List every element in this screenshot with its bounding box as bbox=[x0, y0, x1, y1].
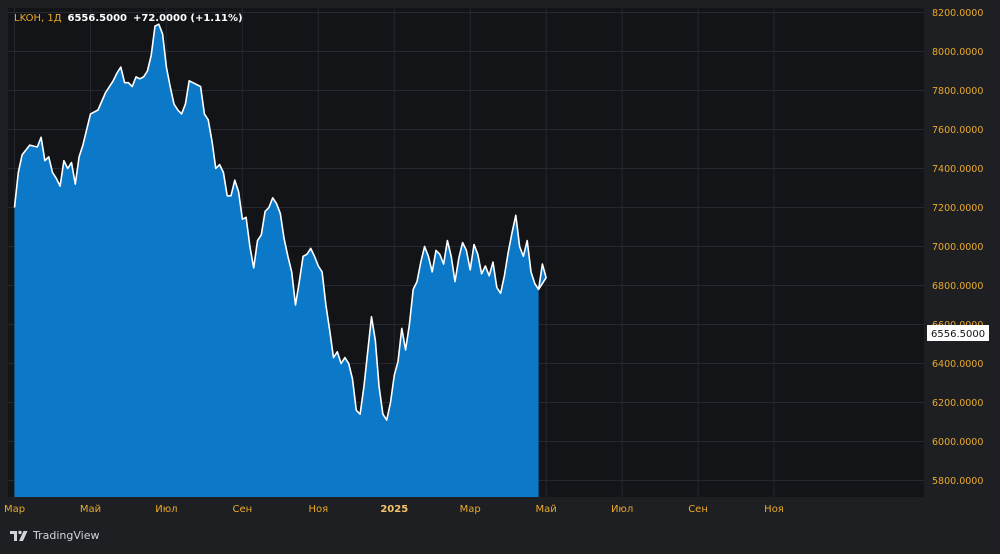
brand-footer[interactable]: TradingView bbox=[10, 529, 99, 542]
x-axis: Мар Май Июл Сен Ноя 2025 Мар Май Июл Сен Ноя bbox=[4, 504, 784, 515]
x-tick-label: Июл bbox=[155, 504, 177, 515]
area-fill bbox=[14, 24, 547, 497]
y-tick-label: 8000.0000 bbox=[932, 47, 983, 58]
price-line bbox=[13, 23, 547, 421]
y-tick-label: 8200.0000 bbox=[932, 8, 983, 19]
tradingview-logo-icon bbox=[10, 530, 28, 541]
x-tick-label: Ноя bbox=[308, 504, 328, 515]
y-tick-label: 6200.0000 bbox=[932, 398, 983, 409]
y-tick-label: 7800.0000 bbox=[932, 86, 983, 97]
x-tick-label: Сен bbox=[688, 504, 708, 515]
y-tick-label: 6000.0000 bbox=[932, 437, 983, 448]
x-tick-label: Май bbox=[536, 504, 557, 515]
x-tick-label: 2025 bbox=[380, 504, 408, 515]
y-tick-label: 6400.0000 bbox=[932, 359, 983, 370]
x-tick-label: Сен bbox=[233, 504, 253, 515]
y-tick-label: 6800.0000 bbox=[932, 281, 983, 292]
change-value: +72.0000 (+1.11%) bbox=[132, 13, 243, 24]
current-price-label: 6556.5000 bbox=[931, 329, 985, 340]
x-tick-label: Ноя bbox=[764, 504, 784, 515]
x-tick-label: Май bbox=[80, 504, 101, 515]
y-tick-label: 5800.0000 bbox=[932, 476, 983, 487]
y-tick-label: 7400.0000 bbox=[932, 164, 983, 175]
y-tick-label: 7200.0000 bbox=[932, 203, 983, 214]
last-value: 6556.5000 bbox=[67, 13, 127, 24]
chart-header: LKOH, 1Д 6556.5000 +72.0000 (+1.11%) bbox=[14, 13, 243, 24]
symbol-label: LKOH, 1Д bbox=[14, 13, 62, 24]
y-tick-label: 7600.0000 bbox=[932, 125, 983, 136]
y-axis: 5800.00006000.00006200.00006400.00006600… bbox=[932, 8, 983, 487]
x-tick-label: Июл bbox=[611, 504, 633, 515]
brand-name: TradingView bbox=[33, 529, 100, 542]
x-tick-label: Мар bbox=[4, 504, 25, 515]
current-price-badge bbox=[927, 324, 989, 341]
x-tick-label: Мар bbox=[460, 504, 481, 515]
price-labels: 6556.50007000.0000 bbox=[927, 324, 989, 341]
y-tick-label: 7000.0000 bbox=[932, 242, 983, 253]
